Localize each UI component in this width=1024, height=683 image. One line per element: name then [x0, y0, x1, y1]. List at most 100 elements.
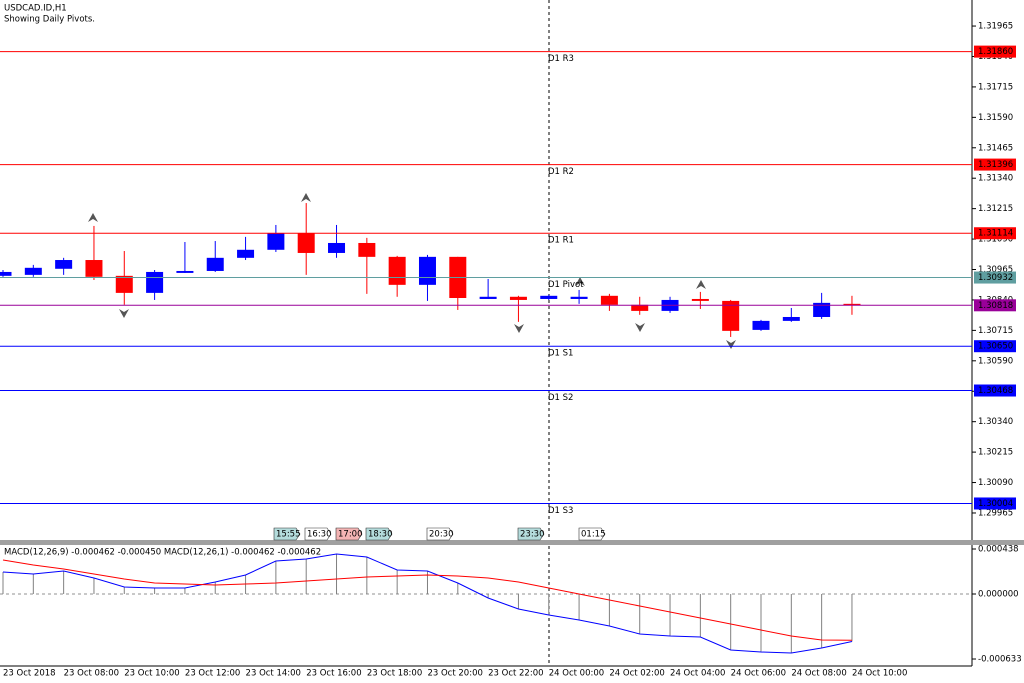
fractal-down [119, 309, 129, 318]
y-tick-label: 1.29965 [978, 508, 1013, 518]
x-tick-label: 23 Oct 16:00 [306, 669, 361, 679]
x-tick-label: 23 Oct 20:00 [427, 669, 482, 679]
candle-body [782, 316, 800, 321]
x-tick-label: 23 Oct 10:00 [124, 669, 179, 679]
time-marker-tag [304, 527, 332, 541]
pivot-name: D1 Pivot [548, 280, 584, 290]
time-marker: 18:30 [368, 530, 393, 540]
pivot-label-box [974, 384, 1016, 397]
candle-body [631, 304, 649, 311]
candle-body [813, 302, 831, 317]
y-tick-label: 1.30340 [978, 417, 1013, 427]
candle-body [540, 295, 558, 299]
fractal-down [726, 340, 736, 349]
pivot-label: 1.30468 [978, 386, 1013, 396]
x-tick-label: 24 Oct 04:00 [670, 669, 725, 679]
time-marker-tag [365, 527, 393, 541]
y-tick-label: 1.30215 [978, 448, 1013, 458]
candle-body [206, 257, 224, 271]
pivot-name: D1 S1 [548, 349, 573, 359]
candle-body [722, 300, 740, 331]
pivot-name: D1 S3 [548, 506, 573, 516]
pivot-label-box [974, 340, 1016, 353]
panel-separator [0, 540, 1024, 545]
time-marker-tag [517, 527, 545, 541]
macd-line [2, 553, 853, 654]
fractal-up [301, 193, 311, 202]
pivot-label-box [974, 45, 1016, 58]
pivot-name: D1 R1 [548, 236, 574, 246]
candle-body [0, 271, 12, 276]
candle-body [85, 260, 103, 277]
y-tick-label: 1.31965 [978, 22, 1013, 32]
y-tick-label: 0.000000 [978, 589, 1019, 599]
time-marker: 15:55 [276, 530, 301, 540]
x-tick-label: 23 Oct 18:00 [367, 669, 422, 679]
pivot-label: 1.30650 [978, 342, 1013, 352]
pivot-label-box [974, 497, 1016, 510]
y-tick-label: 1.30965 [978, 265, 1013, 275]
x-tick-label: 24 Oct 00:00 [549, 669, 604, 679]
y-tick-label: 1.30590 [978, 356, 1013, 366]
y-tick-label: 0.000438 [978, 545, 1019, 555]
x-tick-label: 24 Oct 08:00 [791, 669, 846, 679]
x-tick-label: 24 Oct 02:00 [609, 669, 664, 679]
y-tick-label: 1.31590 [978, 113, 1013, 123]
pivot-label: 1.31114 [978, 229, 1013, 239]
fractals [88, 193, 736, 349]
pivot-name: D1 S2 [548, 393, 573, 403]
candle-body [358, 242, 376, 257]
time-marker-tag [578, 527, 606, 541]
x-tick-label: 24 Oct 10:00 [852, 669, 907, 679]
candle-body [388, 256, 406, 285]
candle-body [418, 256, 436, 285]
x-tick-label: 23 Oct 12:00 [185, 669, 240, 679]
candle-body [328, 242, 346, 253]
x-tick-label: 23 Oct 22:00 [488, 669, 543, 679]
pivot-label-box [974, 158, 1016, 171]
y-tick-label: 1.31090 [978, 235, 1013, 245]
pivot-label: 1.30004 [978, 499, 1013, 509]
candle-body [509, 296, 527, 300]
candle-body [237, 249, 255, 258]
fractal-up [696, 280, 706, 289]
candle-body [146, 271, 164, 293]
pivot-label-box [974, 271, 1016, 284]
candle-body [297, 232, 315, 253]
y-tick-label: -0.000633 [978, 655, 1022, 665]
pivot-label: 1.31860 [978, 47, 1013, 57]
time-marker-tag [273, 527, 301, 541]
candle-body [600, 295, 618, 305]
macd-line [2, 559, 852, 641]
fractal-up [575, 277, 585, 286]
candle-body [691, 298, 709, 301]
x-tick-label: 24 Oct 06:00 [731, 669, 786, 679]
fractal-down [635, 323, 645, 332]
y-tick-label: 1.31715 [978, 82, 1013, 92]
time-marker: 20:30 [429, 530, 454, 540]
time-marker: 23:30 [520, 530, 545, 540]
candle-body [752, 320, 770, 330]
chart-title: USDCAD.ID,H1 [4, 4, 67, 14]
macd-title: MACD(12,26,9) -0.000462 -0.000450 MACD(1… [4, 548, 321, 558]
candle-body [176, 270, 194, 273]
pivot-name: D1 R2 [548, 167, 574, 177]
candle-body [267, 232, 285, 250]
candle-body [115, 275, 133, 293]
pivot-label: 1.30932 [978, 273, 1013, 283]
last-price-box [974, 299, 1016, 312]
y-tick-label: 1.31340 [978, 174, 1013, 184]
time-marker: 01:15 [581, 530, 606, 540]
y-tick-label: 1.31215 [978, 204, 1013, 214]
fractal-up [88, 213, 98, 222]
fractal-down [514, 324, 524, 333]
time-marker: 16:30 [307, 530, 332, 540]
candle-body [843, 303, 861, 306]
candle-body [55, 260, 73, 269]
chart-subtitle: Showing Daily Pivots. [4, 15, 95, 25]
last-price-label: 1.30818 [978, 301, 1013, 311]
time-marker-tag [426, 527, 454, 541]
y-tick-label: 1.30090 [978, 478, 1013, 488]
